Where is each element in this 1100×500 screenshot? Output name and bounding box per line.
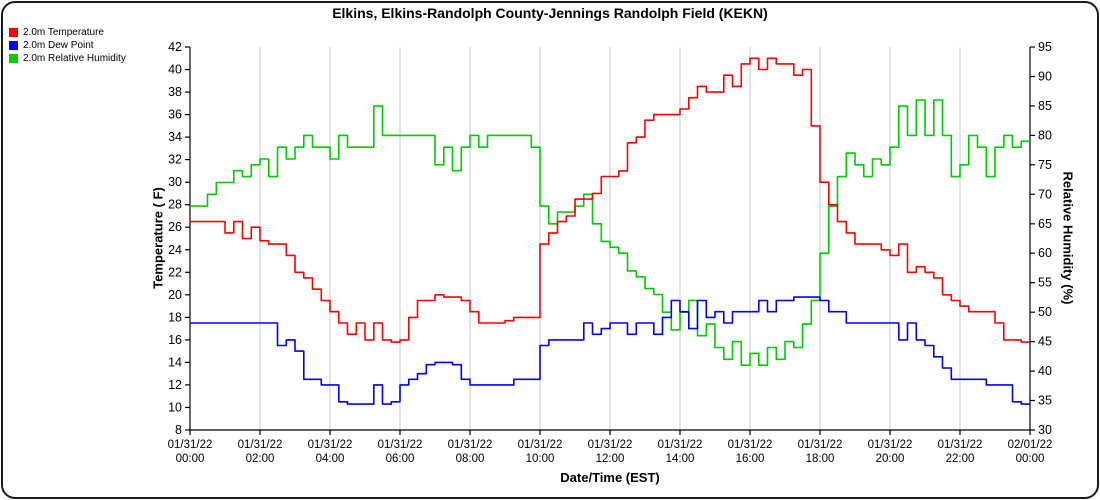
svg-text:34: 34 — [168, 130, 182, 144]
svg-text:14:00: 14:00 — [666, 453, 695, 465]
svg-text:90: 90 — [1038, 70, 1052, 84]
svg-text:01/31/22: 01/31/22 — [238, 439, 283, 451]
svg-text:01/31/22: 01/31/22 — [658, 439, 703, 451]
svg-text:20:00: 20:00 — [876, 453, 905, 465]
svg-text:01/31/22: 01/31/22 — [378, 439, 423, 451]
svg-text:30: 30 — [168, 175, 182, 189]
svg-text:20: 20 — [168, 288, 182, 302]
svg-text:01/31/22: 01/31/22 — [868, 439, 913, 451]
svg-text:01/31/22: 01/31/22 — [448, 439, 493, 451]
svg-text:02:00: 02:00 — [246, 453, 275, 465]
legend-item-relative-humidity: 2.0m Relative Humidity — [9, 52, 126, 65]
svg-text:38: 38 — [168, 85, 182, 99]
svg-text:18:00: 18:00 — [806, 453, 835, 465]
svg-text:24: 24 — [168, 243, 182, 257]
svg-text:22:00: 22:00 — [946, 453, 975, 465]
svg-text:95: 95 — [1038, 40, 1052, 54]
svg-text:42: 42 — [168, 40, 182, 54]
svg-text:80: 80 — [1038, 128, 1052, 142]
svg-text:01/31/22: 01/31/22 — [938, 439, 983, 451]
legend-label-relative-humidity: 2.0m Relative Humidity — [23, 53, 126, 64]
svg-text:45: 45 — [1038, 335, 1052, 349]
svg-text:16: 16 — [168, 333, 182, 347]
svg-text:01/31/22: 01/31/22 — [518, 439, 563, 451]
svg-text:28: 28 — [168, 198, 182, 212]
svg-text:40: 40 — [168, 63, 182, 77]
svg-text:85: 85 — [1038, 99, 1052, 113]
svg-text:18: 18 — [168, 310, 182, 324]
svg-text:10:00: 10:00 — [526, 453, 555, 465]
svg-text:65: 65 — [1038, 217, 1052, 231]
svg-text:00:00: 00:00 — [176, 453, 205, 465]
svg-text:06:00: 06:00 — [386, 453, 415, 465]
svg-text:55: 55 — [1038, 276, 1052, 290]
svg-text:01/31/22: 01/31/22 — [308, 439, 353, 451]
svg-text:01/31/22: 01/31/22 — [728, 439, 773, 451]
legend-item-dew-point: 2.0m Dew Point — [9, 39, 126, 52]
legend: 2.0m Temperature 2.0m Dew Point 2.0m Rel… — [9, 26, 126, 65]
svg-text:14: 14 — [168, 355, 182, 369]
svg-text:00:00: 00:00 — [1016, 453, 1045, 465]
svg-text:08:00: 08:00 — [456, 453, 485, 465]
svg-text:36: 36 — [168, 108, 182, 122]
svg-text:10: 10 — [168, 401, 182, 415]
svg-text:32: 32 — [168, 153, 182, 167]
svg-text:04:00: 04:00 — [316, 453, 345, 465]
chart-title: Elkins, Elkins-Randolph County-Jennings … — [332, 5, 768, 21]
svg-text:01/31/22: 01/31/22 — [798, 439, 843, 451]
legend-label-dew-point: 2.0m Dew Point — [23, 40, 94, 51]
svg-text:60: 60 — [1038, 246, 1052, 260]
svg-text:30: 30 — [1038, 423, 1052, 437]
svg-text:02/01/22: 02/01/22 — [1008, 439, 1053, 451]
svg-text:75: 75 — [1038, 158, 1052, 172]
svg-text:12:00: 12:00 — [596, 453, 625, 465]
legend-item-temperature: 2.0m Temperature — [9, 26, 126, 39]
svg-text:26: 26 — [168, 220, 182, 234]
svg-text:40: 40 — [1038, 364, 1052, 378]
svg-text:12: 12 — [168, 378, 182, 392]
svg-text:22: 22 — [168, 265, 182, 279]
legend-label-temperature: 2.0m Temperature — [23, 27, 104, 38]
relative-humidity-swatch-icon — [9, 54, 18, 63]
right-axis-title: Relative Humidity (%) — [1060, 171, 1076, 305]
dew-point-swatch-icon — [9, 41, 18, 50]
svg-text:16:00: 16:00 — [736, 453, 765, 465]
svg-text:70: 70 — [1038, 187, 1052, 201]
x-axis-title: Date/Time (EST) — [560, 470, 660, 485]
svg-text:35: 35 — [1038, 394, 1052, 408]
svg-text:01/31/22: 01/31/22 — [168, 439, 213, 451]
svg-text:50: 50 — [1038, 305, 1052, 319]
temperature-swatch-icon — [9, 28, 18, 37]
left-axis-title: Temperature ( F) — [150, 187, 166, 289]
svg-text:8: 8 — [175, 423, 182, 437]
svg-text:01/31/22: 01/31/22 — [588, 439, 633, 451]
